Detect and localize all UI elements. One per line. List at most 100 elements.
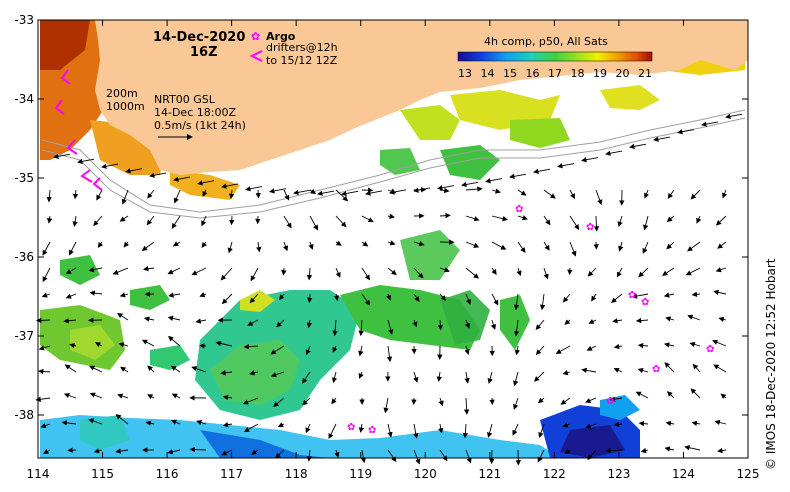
- current-vector: [629, 143, 647, 150]
- longitude-axis: 114 115 116 117 118 119 120 121 122 123 124 125: [27, 20, 759, 481]
- current-vector: [97, 241, 104, 248]
- current-vector: [613, 343, 623, 350]
- argo-float-icon: ✿: [628, 290, 636, 301]
- argo-float-icon: ✿: [347, 422, 355, 433]
- current-vector: [653, 136, 671, 142]
- current-vector: [437, 319, 444, 331]
- current-vector: [581, 157, 599, 163]
- isobath-label-1000: 1000m: [106, 100, 145, 113]
- current-vector: [42, 267, 51, 283]
- current-vector: [306, 449, 312, 462]
- current-vector: [387, 213, 395, 219]
- current-vector: [517, 189, 527, 196]
- current-vector: [464, 319, 470, 329]
- argo-float-icon: ✿: [586, 222, 594, 233]
- current-vector: [46, 189, 52, 203]
- current-vector: [635, 391, 649, 399]
- current-vector: [691, 291, 701, 298]
- current-vector: [72, 215, 78, 227]
- current-vector: [147, 365, 155, 373]
- lon-tick-label: 117: [220, 467, 243, 481]
- current-vector: [256, 241, 262, 253]
- current-vector: [89, 365, 103, 373]
- current-vector: [513, 371, 519, 387]
- current-vector: [278, 293, 285, 301]
- current-vector: [302, 397, 311, 406]
- current-vector: [666, 215, 675, 223]
- current-vector: [585, 397, 597, 403]
- drifter-track: [80, 169, 93, 183]
- current-vector: [569, 189, 576, 200]
- current-vector: [168, 292, 181, 298]
- current-vector: [53, 153, 71, 160]
- current-vector: [465, 215, 480, 222]
- current-vector: [63, 318, 77, 324]
- current-vector: [112, 267, 129, 275]
- current-vector: [222, 422, 233, 428]
- drifter-track: [92, 177, 103, 191]
- current-vector: [243, 343, 259, 350]
- current-vector: [308, 241, 314, 250]
- current-vector: [196, 419, 207, 426]
- colorbar-tick-label: 17: [548, 67, 562, 80]
- current-vector: [585, 423, 597, 429]
- current-vector: [557, 163, 575, 169]
- current-vector: [413, 371, 419, 383]
- current-vector: [691, 420, 701, 427]
- current-vector: [562, 293, 571, 303]
- current-vector: [191, 267, 207, 276]
- current-vector: [41, 292, 51, 298]
- current-vector: [662, 267, 675, 276]
- current-vector: [543, 215, 551, 226]
- current-vector: [564, 319, 571, 325]
- current-vector: [250, 267, 259, 282]
- current-vector: [491, 188, 501, 194]
- current-vector: [690, 388, 701, 399]
- current-vector: [293, 189, 311, 196]
- current-vector: [387, 449, 397, 463]
- lon-tick-label: 124: [672, 467, 695, 481]
- colorbar-tick-label: 21: [638, 67, 652, 80]
- current-vector: [331, 371, 338, 384]
- current-vector: [65, 293, 77, 299]
- current-vector: [638, 420, 649, 427]
- current-vector: [543, 267, 549, 280]
- current-vector: [143, 316, 155, 322]
- current-vector: [535, 319, 545, 330]
- current-vector: [605, 150, 623, 156]
- current-vector: [713, 289, 727, 295]
- current-vector: [437, 185, 455, 191]
- current-vector: [119, 292, 129, 298]
- current-vector: [333, 293, 340, 302]
- latitude-axis: -33 -34 -35 -36 -37 -38: [14, 13, 748, 422]
- current-vector: [465, 293, 471, 305]
- current-vector: [309, 215, 319, 231]
- current-vector: [335, 240, 342, 246]
- current-vector: [189, 446, 207, 453]
- current-vector: [413, 449, 421, 465]
- current-vector: [555, 345, 571, 354]
- argo-legend-icon: ✿: [251, 30, 260, 43]
- current-vector: [251, 449, 259, 455]
- current-vector: [591, 293, 597, 302]
- current-vector: [202, 189, 208, 197]
- colorbar-ticks: 13 14 15 16 17 18 19 20 21: [458, 67, 652, 80]
- current-vector: [36, 317, 51, 324]
- current-vector: [438, 397, 444, 407]
- current-vector: [696, 215, 702, 224]
- current-vector: [717, 241, 727, 249]
- current-vector: [305, 345, 311, 356]
- current-vector: [715, 215, 727, 226]
- current-vector: [243, 423, 259, 432]
- current-vector: [173, 189, 181, 204]
- current-time: 14-Dec 18:00Z: [154, 106, 236, 119]
- current-vector: [664, 342, 675, 348]
- current-vector: [306, 267, 313, 281]
- current-vector: [644, 189, 650, 199]
- current-vector: [221, 183, 239, 189]
- current-vector: [637, 342, 649, 349]
- current-vector: [141, 339, 155, 347]
- current-vector: [228, 189, 235, 200]
- current-vector: [667, 189, 675, 199]
- current-vector: [68, 241, 77, 256]
